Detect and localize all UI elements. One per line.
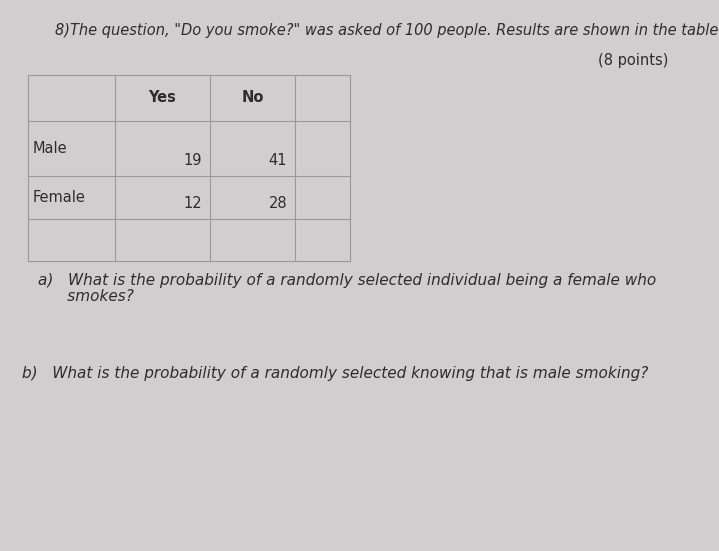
Text: Female: Female [33, 190, 86, 205]
Text: (8 points): (8 points) [597, 53, 668, 68]
Text: 12: 12 [183, 196, 202, 211]
Text: Male: Male [33, 141, 68, 156]
Text: 19: 19 [183, 153, 202, 168]
Text: 28: 28 [268, 196, 287, 211]
Text: Yes: Yes [149, 90, 176, 105]
Text: No: No [242, 90, 264, 105]
Text: 8)The question, "Do you smoke?" was asked of 100 people. Results are shown in th: 8)The question, "Do you smoke?" was aske… [55, 23, 719, 38]
Text: 41: 41 [268, 153, 287, 168]
Text: smokes?: smokes? [38, 289, 134, 304]
Text: a)   What is the probability of a randomly selected individual being a female wh: a) What is the probability of a randomly… [38, 273, 656, 288]
Text: b)   What is the probability of a randomly selected knowing that is male smoking: b) What is the probability of a randomly… [22, 366, 649, 381]
